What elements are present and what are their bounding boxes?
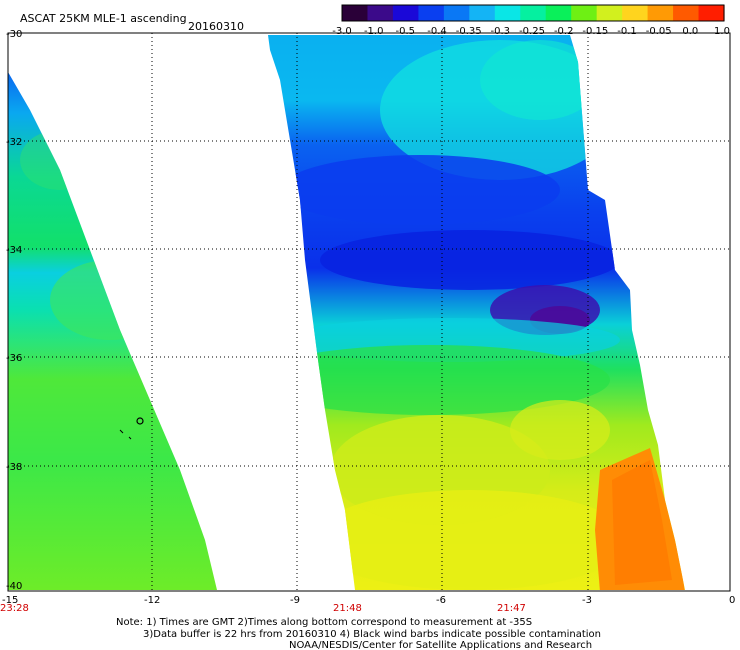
lon-label: -6	[436, 595, 446, 606]
wind-barb-marker	[128, 436, 132, 440]
colorbar-label: -0.25	[519, 26, 545, 37]
lon-label: -12	[144, 595, 160, 606]
map-date: 20160310	[188, 20, 244, 33]
time-label: 21:47	[497, 603, 526, 614]
longitude-labels: -15 -12 -9 -6 -3 0	[2, 595, 735, 606]
colorbar-label: -0.05	[646, 26, 672, 37]
colorbar-label: -0.1	[617, 26, 637, 37]
lat-label: -38	[6, 462, 22, 473]
colorbar-swatches	[342, 5, 725, 21]
colorbar-label: -0.4	[427, 26, 447, 37]
colorbar-swatch	[520, 5, 547, 21]
note-line-3: NOAA/NESDIS/Center for Satellite Applica…	[289, 640, 592, 650]
colorbar-labels: -3.0 -1.0 -0.5 -0.4 -0.35 -0.3 -0.25 -0.2 -0.15-…	[332, 26, 730, 37]
colorbar-label: -0.15	[582, 26, 608, 37]
lat-label: -40	[6, 581, 22, 592]
colorbar-frame	[341, 4, 725, 22]
time-label: 23:28	[0, 603, 29, 614]
colorbar-swatch	[596, 5, 623, 21]
colorbar-label: -0.35	[456, 26, 482, 37]
colorbar-label: 0.0	[682, 26, 698, 37]
grid-lines	[8, 33, 730, 591]
note-line-2: 3)Data buffer is 22 hrs from 20160310 4)…	[143, 629, 601, 640]
time-labels: 23:28 21:48 21:47	[0, 603, 526, 614]
colorbar-swatch	[342, 5, 369, 21]
colorbar-swatch	[418, 5, 445, 21]
colorbar-swatch	[698, 5, 725, 21]
colorbar-label: -3.0	[332, 26, 352, 37]
lat-label: -36	[6, 353, 22, 364]
wind-barb-markers	[119, 417, 144, 440]
wind-barb-marker	[119, 429, 124, 434]
lon-label: -3	[582, 595, 592, 606]
colorbar-label: -0.5	[396, 26, 416, 37]
lat-label: -34	[6, 245, 22, 256]
wind-barb-marker	[136, 417, 144, 425]
lat-label: -30	[6, 29, 22, 40]
lon-label: -15	[2, 595, 18, 606]
colorbar-swatch	[494, 5, 521, 21]
colorbar-swatch	[443, 5, 470, 21]
colorbar-swatch	[622, 5, 649, 21]
map-frame	[7, 32, 731, 592]
colorbar-swatch	[392, 5, 419, 21]
swath-left	[8, 72, 217, 590]
latitude-labels: -30 -32 -34 -36 -38 -40	[6, 29, 22, 592]
lon-label: 0	[729, 595, 735, 606]
colorbar-label: -0.3	[491, 26, 511, 37]
colorbar-swatch	[673, 5, 700, 21]
colorbar-swatch	[469, 5, 496, 21]
time-label: 21:48	[333, 603, 362, 614]
colorbar-label: -0.2	[554, 26, 574, 37]
colorbar-label: 1.0	[714, 26, 730, 37]
footnotes: Note: 1) Times are GMT 2)Times along bot…	[116, 617, 601, 650]
colorbar-swatch	[571, 5, 598, 21]
swath-right	[268, 35, 685, 590]
note-line-1: Note: 1) Times are GMT 2)Times along bot…	[116, 617, 532, 628]
colorbar-swatch	[367, 5, 394, 21]
map-title: ASCAT 25KM MLE-1 ascending	[20, 12, 187, 25]
colorbar-label: -1.0	[364, 26, 384, 37]
colorbar-swatch	[647, 5, 674, 21]
lon-label: -9	[290, 595, 300, 606]
lat-label: -32	[6, 137, 22, 148]
colorbar-swatch	[545, 5, 572, 21]
colorbar: -3.0 -1.0 -0.5 -0.4 -0.35 -0.3 -0.25 -0.2 -0.15-…	[332, 4, 730, 37]
